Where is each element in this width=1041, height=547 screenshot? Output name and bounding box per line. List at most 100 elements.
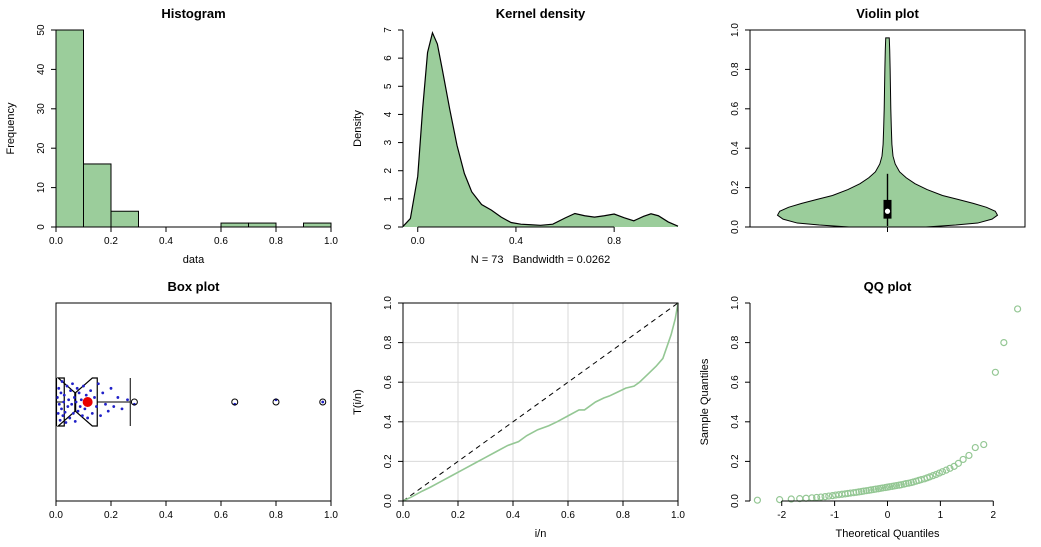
jitter-point	[76, 409, 80, 413]
jitter-point	[104, 402, 107, 406]
y-tick-label: 0.4	[730, 141, 741, 155]
jitter-point	[73, 396, 76, 399]
kernel-density-plot: 0.0 0.4 0.8 0 1 2 3 4 5 6 7 Kernel density N = 73 Ba…	[347, 0, 694, 273]
x-tick-label: 0.2	[104, 236, 118, 247]
jitter-point	[66, 405, 70, 408]
histogram-plot-svg: 0.0 0.2 0.4 0.6 0.8 1.0 0 10 20 30 40 50 Histogram da…	[5, 6, 338, 266]
x-tick-label: 0.0	[411, 236, 425, 247]
y-tick-label: 0.8	[383, 335, 394, 349]
reference-diagonal	[402, 302, 679, 502]
chart-title: Kernel density	[496, 6, 586, 21]
plot-frame	[402, 302, 679, 502]
x-tick-label: 0.2	[104, 510, 118, 521]
histogram-plot: 0.0 0.2 0.4 0.6 0.8 1.0 0 10 20 30 40 50 Histogram da…	[0, 0, 347, 273]
qq-point	[965, 451, 973, 460]
jitter-point	[126, 398, 129, 402]
qq-point	[850, 489, 858, 497]
x-tick-label: -1	[830, 510, 839, 521]
x-tick-label: 0.8	[269, 236, 283, 247]
y-tick-label: 0.2	[383, 454, 394, 468]
qq-point	[926, 473, 934, 481]
box-plot: 0.0 0.2 0.4 0.6 0.8 1.0 Box plot	[0, 273, 347, 547]
y-tick-label: 0.8	[730, 62, 741, 76]
x-tick-label: 0.8	[269, 510, 283, 521]
qq-point	[980, 440, 988, 449]
y-tick-label: 1.0	[730, 296, 741, 310]
jitter-point	[89, 389, 93, 392]
jitter-point	[58, 418, 62, 422]
outlier-point	[231, 398, 239, 406]
y-tick-label: 0.6	[383, 375, 394, 389]
x-tick-label: 0.4	[509, 236, 523, 247]
qq-point	[753, 496, 762, 504]
y-tick-label: 0.0	[730, 220, 741, 234]
jitter-point	[99, 414, 102, 418]
x-tick-label: 1.0	[324, 236, 338, 247]
x-tick-label: 0.0	[49, 510, 63, 521]
y-tick-label: 4	[383, 111, 394, 117]
x-tick-label: 0.8	[607, 236, 621, 247]
jitter-point	[101, 391, 105, 395]
jitter-point	[65, 384, 69, 388]
jitter-point	[84, 393, 88, 397]
x-tick-label: 0.4	[159, 510, 173, 521]
chart-title: Box plot	[168, 279, 221, 294]
chart-title: QQ plot	[864, 279, 912, 294]
jitter-point	[55, 396, 59, 399]
chart-title: Histogram	[161, 6, 225, 21]
x-tick-label: 0.6	[214, 236, 228, 247]
qq-point	[959, 455, 967, 464]
qq-point	[821, 493, 829, 501]
qq-point	[879, 484, 887, 492]
qq-point	[852, 488, 860, 496]
jitter-point	[70, 402, 74, 406]
jitter-point	[81, 414, 84, 418]
jitter-point	[62, 393, 66, 397]
qq-point	[776, 496, 784, 504]
x-axis-label: N = 73 Bandwidth = 0.0262	[471, 254, 610, 266]
qq-point	[855, 488, 863, 496]
ttt-plot: 0.0 0.2 0.4 0.6 0.8 1.0 0.0 0.2 0.4 0.6 0.8 1.0 i/n T…	[347, 273, 694, 547]
jitter-point	[68, 416, 72, 420]
jitter-point	[93, 396, 96, 399]
x-axis-label: Theoretical Quantiles	[836, 528, 940, 540]
qq-plot: -2 -1 0 1 2 0.0 0.2 0.4 0.6 0.8 1.0 QQ plot Theoreti…	[694, 273, 1041, 547]
qq-point	[938, 468, 947, 476]
qq-point	[872, 485, 880, 493]
y-tick-label: 0.6	[730, 101, 741, 115]
density-area	[403, 32, 678, 227]
jitter-point	[67, 398, 71, 402]
y-tick-label: 30	[36, 103, 47, 115]
y-tick-label: 0.6	[730, 375, 741, 389]
jitter-point	[63, 410, 67, 414]
y-tick-label: 5	[383, 83, 394, 89]
violin-median-dot	[884, 208, 891, 214]
jitter-point	[60, 380, 64, 383]
y-tick-label: 2	[383, 167, 394, 173]
qq-point	[860, 487, 868, 495]
y-tick-label: 0.4	[730, 414, 741, 428]
x-tick-label: 1	[938, 510, 944, 521]
hist-bar	[248, 222, 277, 228]
qq-point	[954, 459, 962, 467]
qq-point	[841, 490, 849, 498]
ttt-plot-svg: 0.0 0.2 0.4 0.6 0.8 1.0 0.0 0.2 0.4 0.6 0.8 1.0 i/n T…	[352, 296, 685, 540]
jitter-point	[106, 409, 110, 413]
jitter-point	[77, 391, 81, 395]
x-tick-label: 0.0	[49, 236, 63, 247]
jitter-point	[64, 421, 68, 424]
violin-plot-svg: 0.0 0.2 0.4 0.6 0.8 1.0 Violin plot	[730, 6, 1026, 234]
jitter-point	[86, 416, 90, 420]
ttt-curve	[402, 302, 679, 502]
y-tick-label: 1.0	[730, 23, 741, 37]
violin-plot: 0.0 0.2 0.4 0.6 0.8 1.0 Violin plot	[694, 0, 1041, 273]
x-axis-label: i/n	[535, 528, 547, 540]
x-tick-label: 0	[885, 510, 891, 521]
jitter-point	[57, 386, 61, 390]
x-tick-label: 0.6	[214, 510, 228, 521]
qq-point	[1013, 305, 1022, 313]
y-tick-label: 50	[36, 24, 47, 36]
x-tick-label: -2	[777, 510, 786, 521]
y-tick-label: 3	[383, 139, 394, 145]
